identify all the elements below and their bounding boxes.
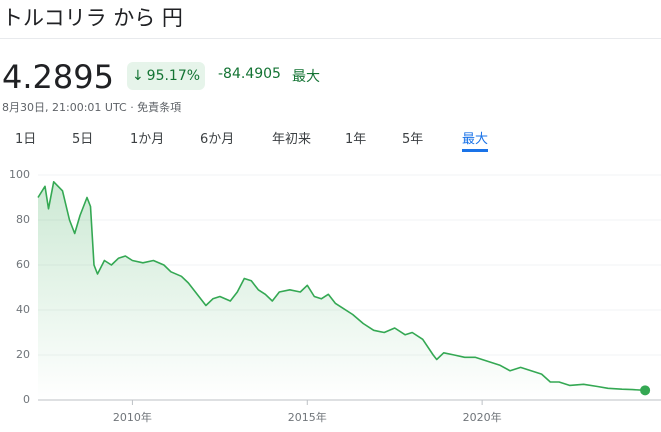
x-tick-label: 2020年 — [463, 410, 502, 424]
x-tick-label: 2010年 — [113, 410, 152, 424]
price: 4.2895 — [2, 58, 114, 96]
y-tick-label: 80 — [16, 213, 30, 226]
range-tab[interactable]: 5日 — [72, 132, 94, 147]
range-tab[interactable]: 最大 — [462, 128, 489, 152]
y-tick-label: 100 — [9, 168, 30, 181]
period: 最大 — [292, 69, 320, 85]
y-tick-label: 60 — [16, 258, 30, 271]
range-tab[interactable]: 1年 — [345, 132, 367, 147]
area — [38, 181, 646, 400]
title: トルコリラ から 円 — [2, 6, 183, 30]
end-point — [640, 385, 651, 396]
change-percent: 95.17% — [146, 68, 201, 84]
range-tab[interactable]: 5年 — [402, 132, 424, 147]
range-tab[interactable]: 1か月 — [130, 132, 165, 147]
range-tab[interactable]: 6か月 — [200, 132, 235, 147]
line — [37, 181, 646, 392]
down-arrow: ↓ — [131, 68, 144, 84]
change-badge: ↓ 95.17% — [127, 62, 205, 90]
separator — [0, 38, 661, 39]
range-tab[interactable]: 1日 — [15, 132, 37, 147]
y-tick-label: 40 — [16, 303, 30, 316]
timestamp: 8月30日, 21:00:01 UTC · 免責条項 — [2, 101, 182, 114]
range-tab[interactable]: 年初来 — [272, 132, 312, 147]
y-tick-label: 0 — [23, 393, 30, 406]
y-tick-label: 20 — [16, 348, 30, 361]
change: -84.4905 — [218, 66, 281, 82]
x-tick-label: 2015年 — [288, 410, 327, 424]
